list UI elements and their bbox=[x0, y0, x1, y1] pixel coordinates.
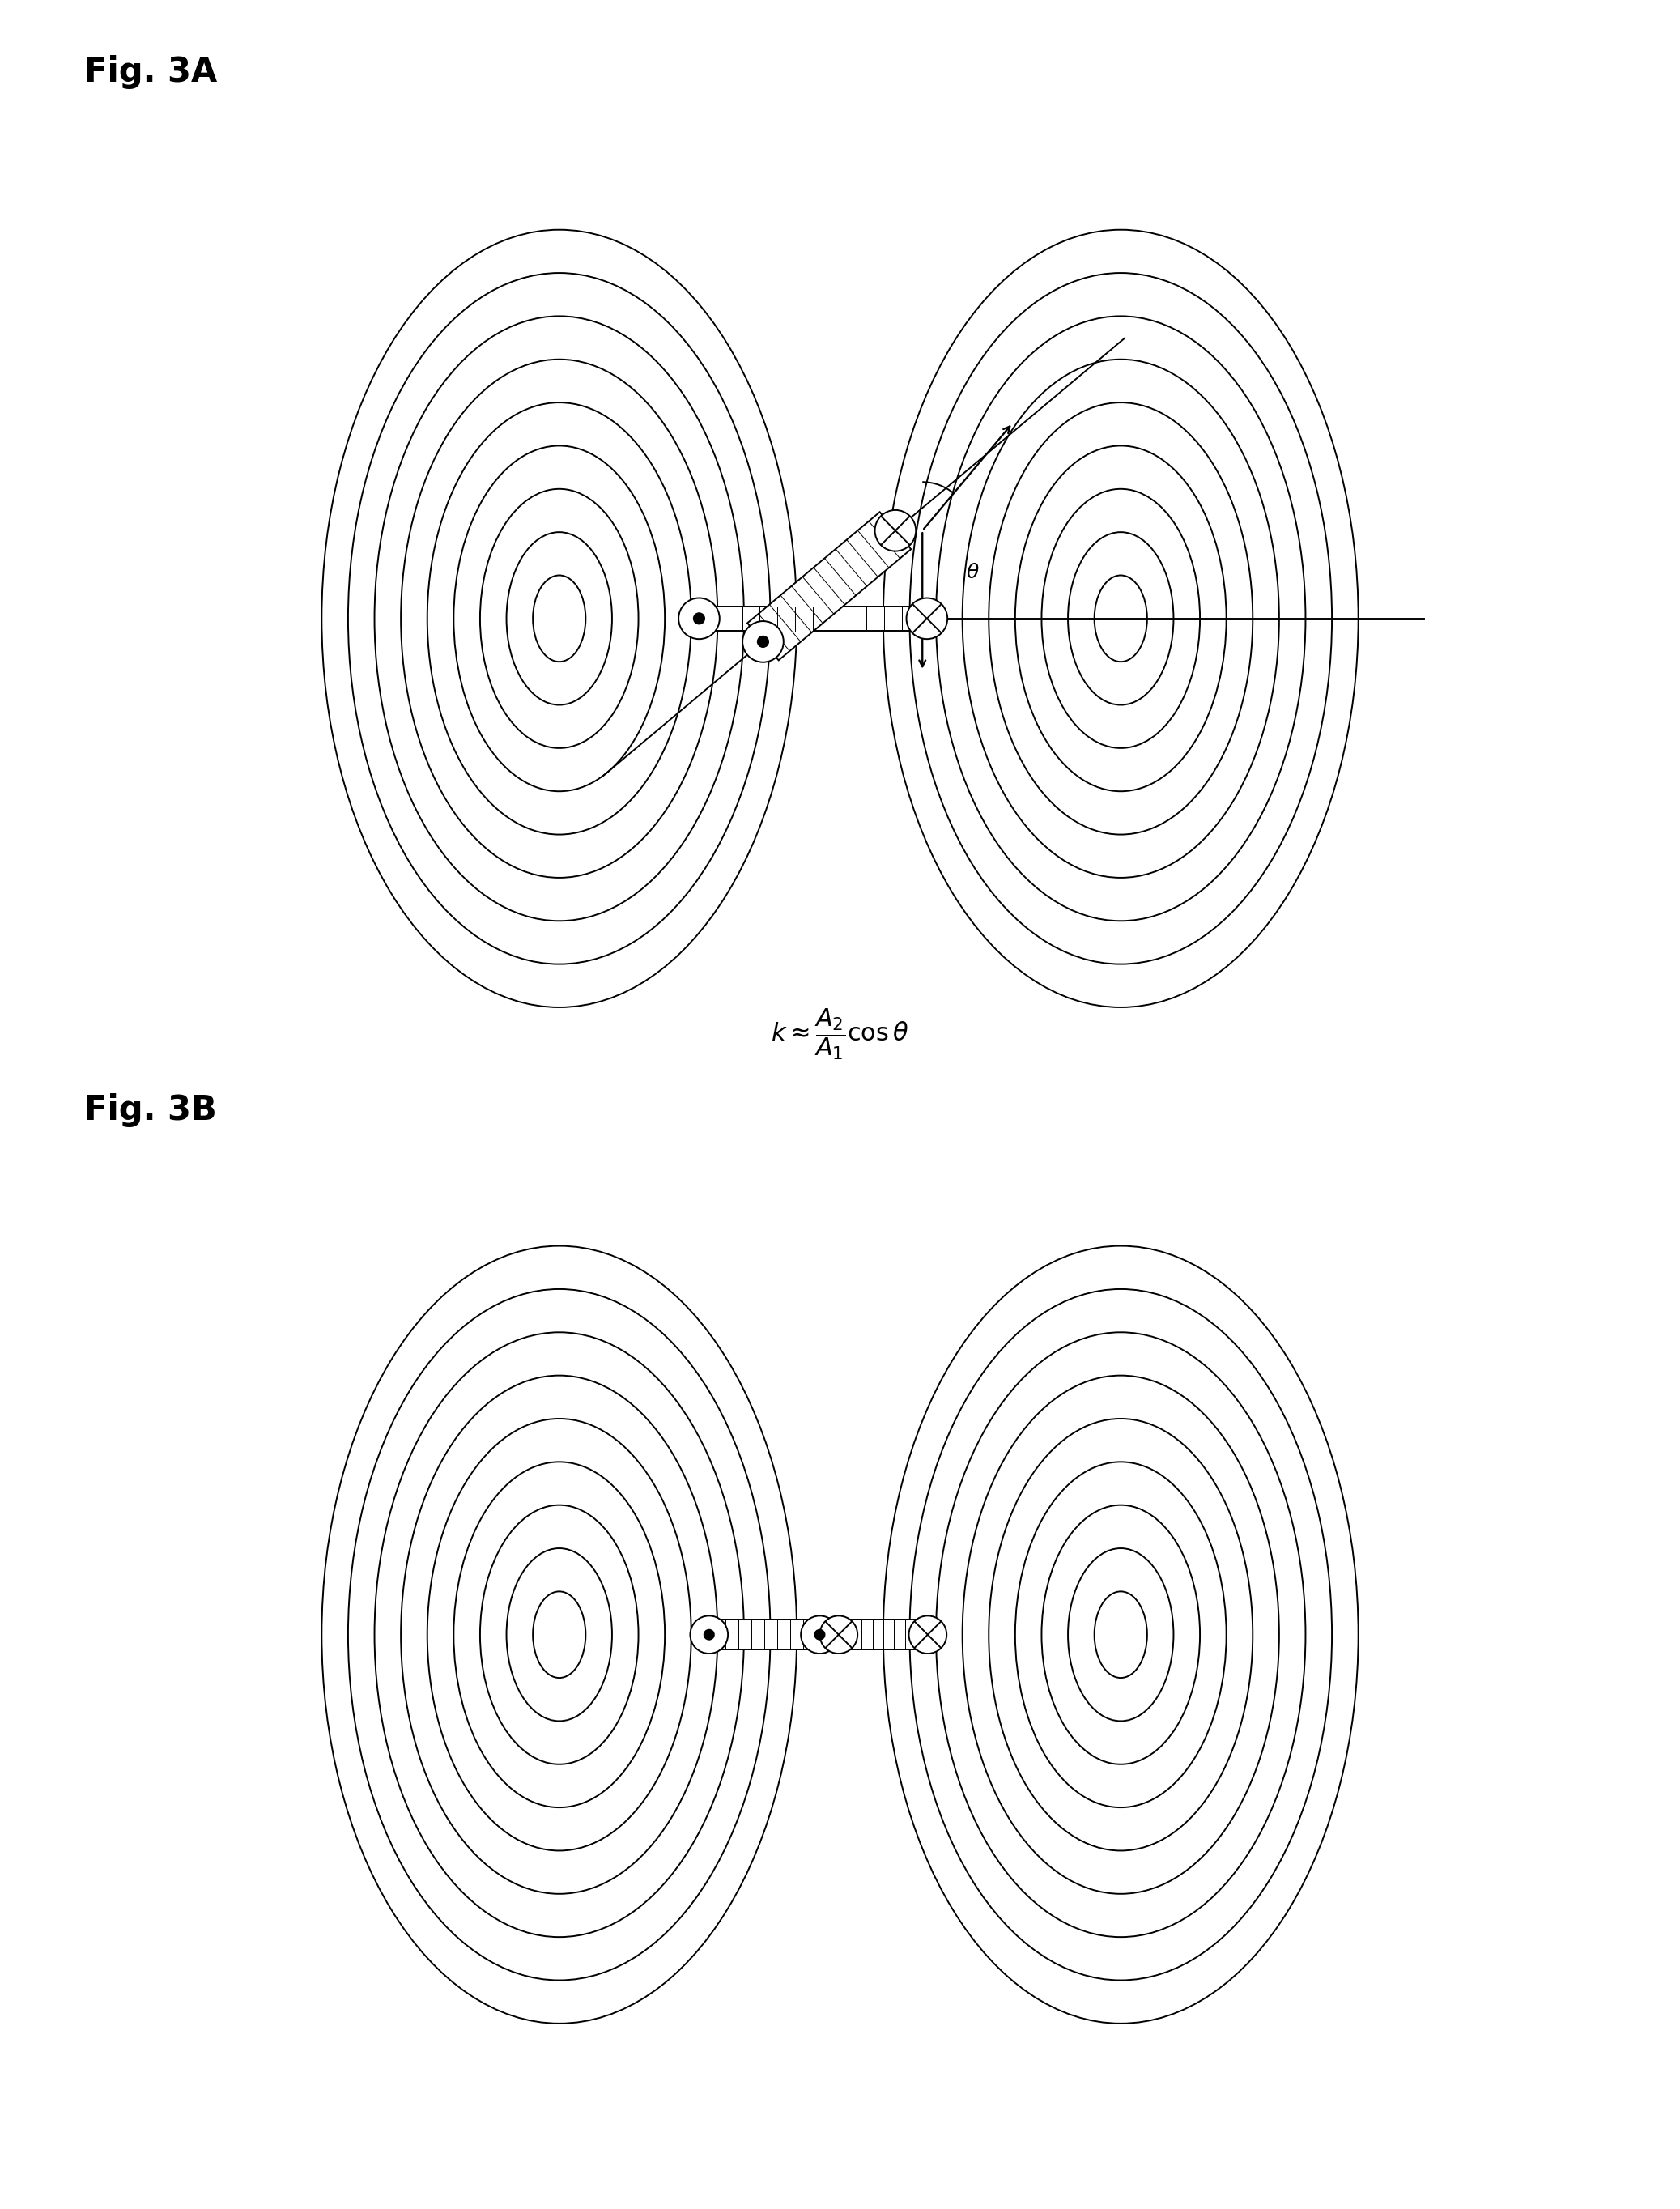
Circle shape bbox=[743, 621, 783, 663]
Polygon shape bbox=[748, 512, 911, 660]
Circle shape bbox=[815, 1628, 825, 1641]
Text: $\theta$: $\theta$ bbox=[966, 563, 979, 583]
Text: Fig. 3B: Fig. 3B bbox=[84, 1093, 217, 1127]
Circle shape bbox=[909, 1615, 946, 1655]
Circle shape bbox=[907, 599, 948, 638]
Polygon shape bbox=[830, 1619, 937, 1650]
Circle shape bbox=[704, 1628, 714, 1641]
Circle shape bbox=[758, 636, 769, 647]
Circle shape bbox=[692, 612, 706, 625]
Circle shape bbox=[690, 1615, 727, 1655]
Polygon shape bbox=[699, 1619, 830, 1650]
Polygon shape bbox=[689, 607, 937, 630]
Text: Fig. 3A: Fig. 3A bbox=[84, 55, 217, 88]
Circle shape bbox=[875, 510, 916, 550]
Circle shape bbox=[820, 1615, 857, 1655]
Text: $k \approx \dfrac{A_2}{A_1}\cos\theta$: $k \approx \dfrac{A_2}{A_1}\cos\theta$ bbox=[771, 1007, 909, 1060]
Circle shape bbox=[801, 1615, 838, 1655]
Circle shape bbox=[679, 599, 719, 638]
